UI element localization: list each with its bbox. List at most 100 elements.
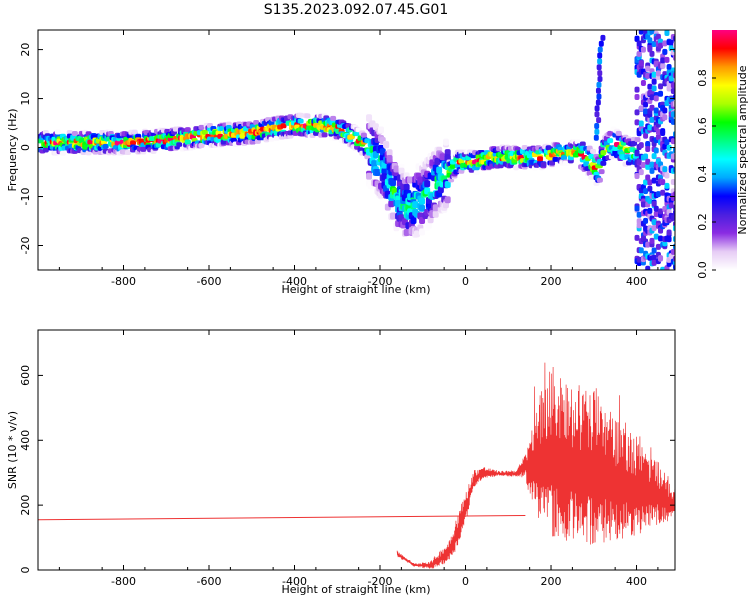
snr-series — [38, 362, 675, 569]
spectrogram-cell — [647, 197, 653, 204]
spectrogram-cell — [645, 65, 651, 72]
spectrogram-cell — [649, 94, 655, 101]
spectrogram-cell — [54, 129, 61, 135]
spectrogram-cell — [662, 114, 668, 121]
spectrogram-cell — [413, 230, 420, 238]
x-tick-label: -600 — [197, 275, 222, 288]
spectrogram-cells — [38, 30, 675, 270]
spectrogram-cell — [645, 174, 651, 181]
spectrogram-cell — [670, 111, 675, 118]
spectrogram-cell — [638, 30, 644, 35]
spectrogram-cell — [383, 141, 390, 149]
spectrogram-cell — [653, 147, 659, 154]
spectrogram-cell — [660, 57, 666, 64]
spectrogram-cell — [42, 147, 49, 153]
spectrogram-cell — [436, 166, 443, 174]
spectrogram-cell — [596, 177, 603, 183]
spectrogram-cell — [651, 71, 657, 78]
spectrogram-cell — [366, 172, 373, 180]
spectrogram-cell — [360, 132, 367, 138]
spectrogram-cell — [198, 124, 205, 130]
spectrogram-cell — [645, 145, 651, 152]
spectrogram-cell — [664, 172, 670, 179]
spectrogram-cell — [386, 155, 393, 163]
spectrogram-cell — [664, 182, 670, 189]
spectrogram-cell — [655, 243, 661, 250]
spectrogram-cell — [612, 145, 619, 151]
spectrogram-cell — [560, 155, 567, 161]
spectrogram-cell — [651, 177, 657, 184]
spectrogram-cell — [526, 153, 533, 159]
spectrogram-cell — [594, 105, 600, 112]
spectrogram-cell — [432, 210, 439, 218]
spectrogram-cell — [381, 173, 388, 181]
spectrogram-cell — [658, 90, 664, 97]
spectrogram-cell — [666, 229, 672, 236]
spectrogram-cell — [588, 174, 595, 180]
x-tick-label: -800 — [111, 575, 136, 588]
spectrogram-cell — [437, 186, 444, 194]
spectrogram-cell — [583, 161, 590, 167]
x-tick-label: 400 — [626, 575, 647, 588]
spectrogram-cell — [403, 183, 410, 191]
spectrogram-cell — [662, 107, 668, 114]
spectrogram-cell — [594, 111, 600, 118]
spectrogram-cell — [634, 94, 640, 101]
spectrogram-cell — [634, 234, 640, 241]
spectrogram-cell — [664, 266, 670, 270]
spectrogram-cell — [658, 255, 664, 262]
spectrogram-cell — [651, 224, 657, 231]
spectrogram-cell — [664, 139, 670, 146]
spectrogram-cell — [596, 81, 602, 88]
spectrogram-cell — [634, 109, 640, 116]
spectrogram-cell — [444, 180, 451, 188]
spectrogram-cell — [615, 130, 622, 136]
spectrogram-cell — [655, 70, 661, 77]
spectrogram-cell — [607, 130, 614, 136]
spectrogram-cell — [670, 214, 675, 221]
spectrogram-cell — [130, 140, 137, 146]
y-tick-label: 0 — [19, 144, 32, 151]
spectrogram-cell — [643, 132, 649, 139]
spectrogram-cell — [176, 142, 183, 148]
spectrogram-cell — [649, 237, 655, 244]
spectrogram-cell — [649, 161, 655, 168]
spectrogram-cell — [155, 142, 162, 148]
spectrogram-panel: -800 -600 -400 -200 0 200 400 -20 -10 0 10 20 Heigh… — [6, 29, 676, 296]
spectrogram-cell — [640, 80, 646, 87]
spectrogram-cell — [140, 146, 147, 152]
spectrogram-cell — [649, 116, 655, 123]
spectrogram-cell — [434, 157, 441, 165]
spectrogram-cell — [647, 83, 653, 90]
spectrogram-cell — [330, 115, 337, 121]
spectrogram-cell — [668, 39, 674, 46]
spectrogram-cell — [407, 176, 414, 184]
spectrogram-cell — [124, 150, 131, 156]
spectrogram-cell — [670, 248, 675, 255]
y-tick-label: -20 — [19, 237, 32, 255]
spectrogram-cell — [634, 173, 640, 180]
spectrogram-cell — [655, 191, 661, 198]
spectrogram-cell — [596, 117, 602, 124]
spectrogram-cell — [321, 132, 328, 138]
colorbar-ticks: 0.0 0.2 0.4 0.6 0.8 — [696, 69, 716, 279]
colorbar-tick-label: 0.0 — [696, 261, 709, 279]
spectrogram-cell — [651, 41, 657, 48]
spectrogram-cell — [473, 169, 480, 175]
spectrogram-xlabel: Height of straight line (km) — [281, 283, 430, 296]
spectrogram-cell — [552, 156, 559, 162]
spectrogram-cell — [670, 87, 675, 94]
spectrogram-cell — [655, 134, 661, 141]
colorbar-tick-label: 0.6 — [696, 117, 709, 135]
spectrogram-cell — [662, 48, 668, 55]
spectrogram-cell — [645, 158, 651, 165]
spectrogram-cell — [634, 150, 640, 157]
spectrogram-cell — [647, 37, 653, 44]
spectrogram-cell — [647, 44, 653, 51]
spectrogram-cell — [664, 56, 670, 63]
spectrogram-cell — [643, 30, 649, 34]
spectrogram-cell — [651, 259, 657, 266]
spectrogram-cell — [638, 60, 644, 67]
spectrogram-cell — [59, 150, 66, 156]
spectrogram-cell — [521, 145, 528, 151]
